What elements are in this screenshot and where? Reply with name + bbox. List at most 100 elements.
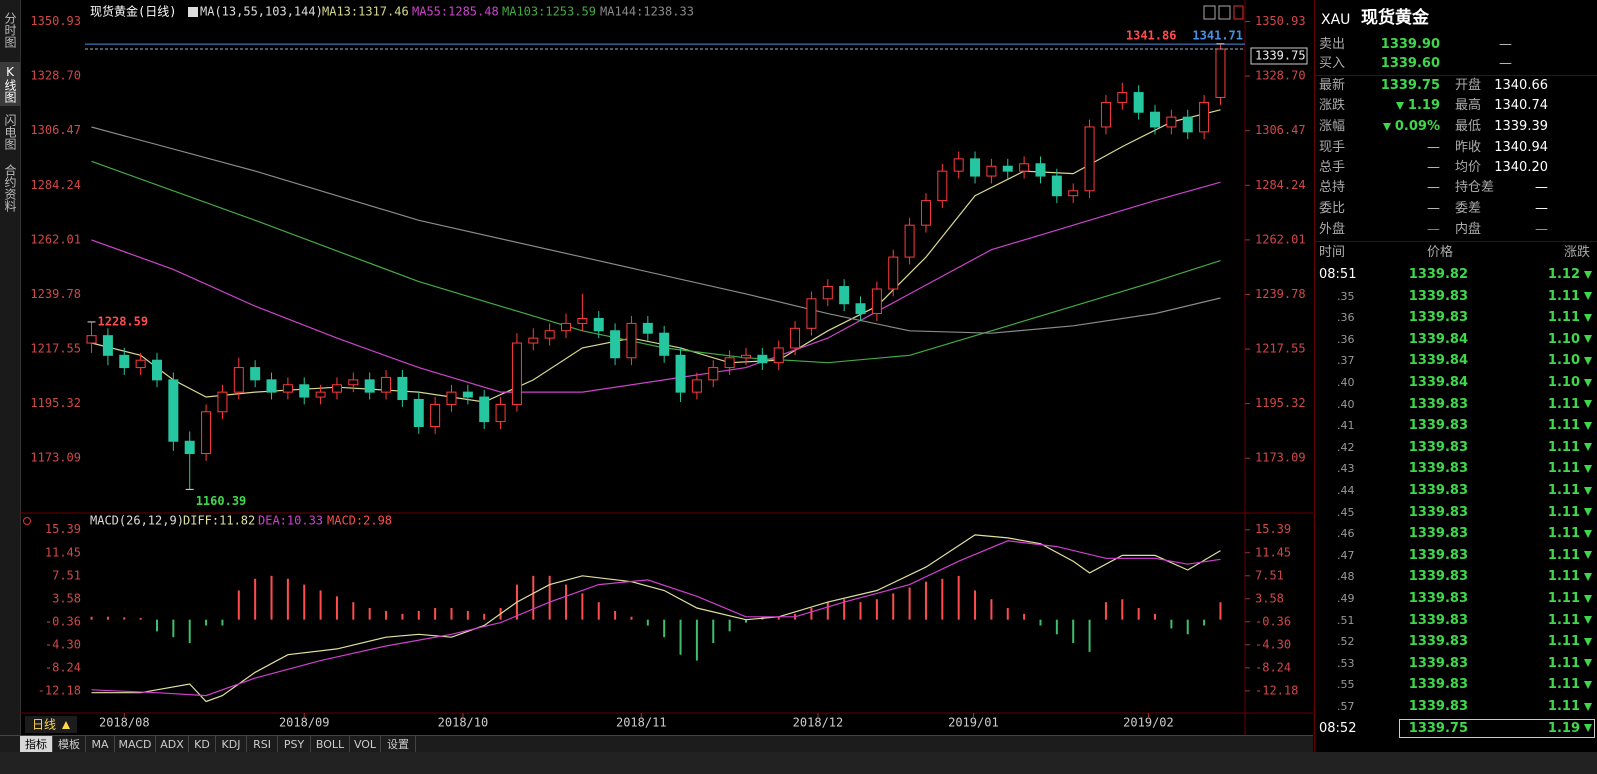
candle-body [888,256,899,290]
tick-change: 1.11 [1548,483,1592,499]
side-tab[interactable]: K线图 [0,62,20,106]
tick-change: 1.11 [1548,656,1592,672]
candle-body [1117,92,1128,103]
candle-body [691,379,702,393]
annotation: 1341.86 [1126,28,1177,42]
quote-label: 总手 [1319,160,1346,175]
bottom-tab[interactable]: MACD [115,736,156,753]
y-tick-label: 1262.01 [30,232,81,246]
y-tick-label: 1284.24 [1255,178,1306,192]
candle-body [773,347,784,364]
instrument-name: 现货黄金 [1361,8,1429,28]
bottom-tab[interactable]: RSI [247,736,278,753]
candle-body [724,357,735,369]
quote-value: 1340.66 [1494,78,1548,93]
y-tick-label: 1262.01 [1255,232,1306,246]
candle-body [413,399,424,428]
settings-icon[interactable] [23,517,31,525]
x-tick-label: 2018/08 [99,716,150,730]
legend-entry: DIFF:11.82 [183,514,255,528]
y-tick-label: 1306.47 [1255,123,1306,137]
bottom-tab[interactable]: KDJ [216,736,247,753]
tick-price: 1339.83 [1408,439,1468,455]
symbol: XAU [1321,12,1351,28]
legend-entry: MA103:1253.59 [502,5,596,19]
side-tab[interactable]: 闪电图 [3,114,17,150]
quote-value: 1340.74 [1494,98,1548,113]
tick-price: 1339.82 [1408,267,1468,282]
tool-icon[interactable] [1218,5,1231,20]
bottom-tab[interactable]: PSY [278,736,311,753]
tick-price: 1339.83 [1408,699,1468,714]
quote-label: 委比 [1319,201,1346,216]
tick-time: 08:52 [1319,720,1357,736]
tick-price: 1339.83 [1408,418,1468,434]
candle-body [1215,48,1226,98]
candle-body [970,158,981,177]
chart-title: 现货黄金(日线) [90,4,176,19]
tick-price: 1339.83 [1408,677,1468,693]
y-tick-label: 3.58 [1255,591,1284,605]
candle-body [577,317,588,324]
bottom-tab[interactable]: 指标 [20,736,53,753]
tick-change: 1.10 [1548,332,1592,348]
bottom-tab[interactable]: ADX [156,736,189,753]
current-row [1399,718,1595,738]
candle-body [86,335,97,344]
quote-value: 1339.39 [1494,119,1548,134]
candle-body [1166,116,1177,128]
quote-label: 涨跌 [1319,98,1346,113]
legend-entry: MACD:2.98 [327,514,392,528]
candle-body [446,391,457,405]
tick-time: .40 [1337,397,1355,411]
tool-icon[interactable] [1203,5,1216,20]
candle-body [1084,126,1095,192]
bottom-tab[interactable]: 模板 [53,736,86,753]
tick-time: .42 [1337,440,1355,454]
tick-price: 1339.83 [1408,612,1468,628]
bottom-tab[interactable]: KD [189,736,216,753]
candle-body [1100,101,1111,128]
side-tab[interactable]: 分时图 [3,12,17,48]
quote-label: 买入 [1319,56,1346,71]
tick-time: .36 [1337,332,1355,346]
bottom-tab[interactable]: VOL [350,736,381,753]
tick-change: 1.11 [1548,440,1592,456]
chart-title: MACD(26,12,9) [90,514,184,528]
y-tick-label: 15.39 [45,522,81,536]
tick-price: 1339.83 [1408,634,1468,650]
tool-icon[interactable] [1233,5,1244,20]
candle-body [642,322,653,334]
candle-body [184,440,195,455]
quote-label: 委差 [1455,201,1482,216]
tick-time: .37 [1337,354,1355,368]
quote-value: — [1535,180,1548,195]
x-tick-label: 2018/10 [438,716,489,730]
y-tick-label: 15.39 [1255,522,1291,536]
tick-change: 1.11 [1548,634,1592,650]
candle-body [135,359,146,369]
candle-body [659,332,670,356]
annotation: 1228.59 [98,314,149,328]
quote-label: 总持 [1319,180,1346,195]
bottom-tab[interactable]: MA [86,736,115,753]
indicator-line [91,109,1221,403]
side-tab[interactable]: 合约资料 [3,164,17,212]
quote-value: 1340.20 [1494,160,1548,175]
candle-body [740,354,751,359]
tick-change: 1.11 [1548,397,1592,413]
tick-price: 1339.83 [1408,461,1468,477]
candle-body [479,396,490,423]
candle-body [610,330,621,359]
indicator-line [91,534,1221,703]
candle-body [217,391,228,413]
chart: 日线 1350.93 1350.93 1328.70 1328.70 1306.47 13… [20,0,1313,735]
quote-label: 涨幅 [1319,119,1346,134]
bottom-tab[interactable]: 设置 [381,736,416,753]
tick-time: .47 [1337,548,1355,562]
tick-time: .57 [1337,700,1355,713]
y-tick-label: 1173.09 [1255,451,1306,465]
bottom-tab[interactable]: BOLL [311,736,350,753]
quote-value: — [1499,37,1512,52]
period-arrow [62,721,70,729]
